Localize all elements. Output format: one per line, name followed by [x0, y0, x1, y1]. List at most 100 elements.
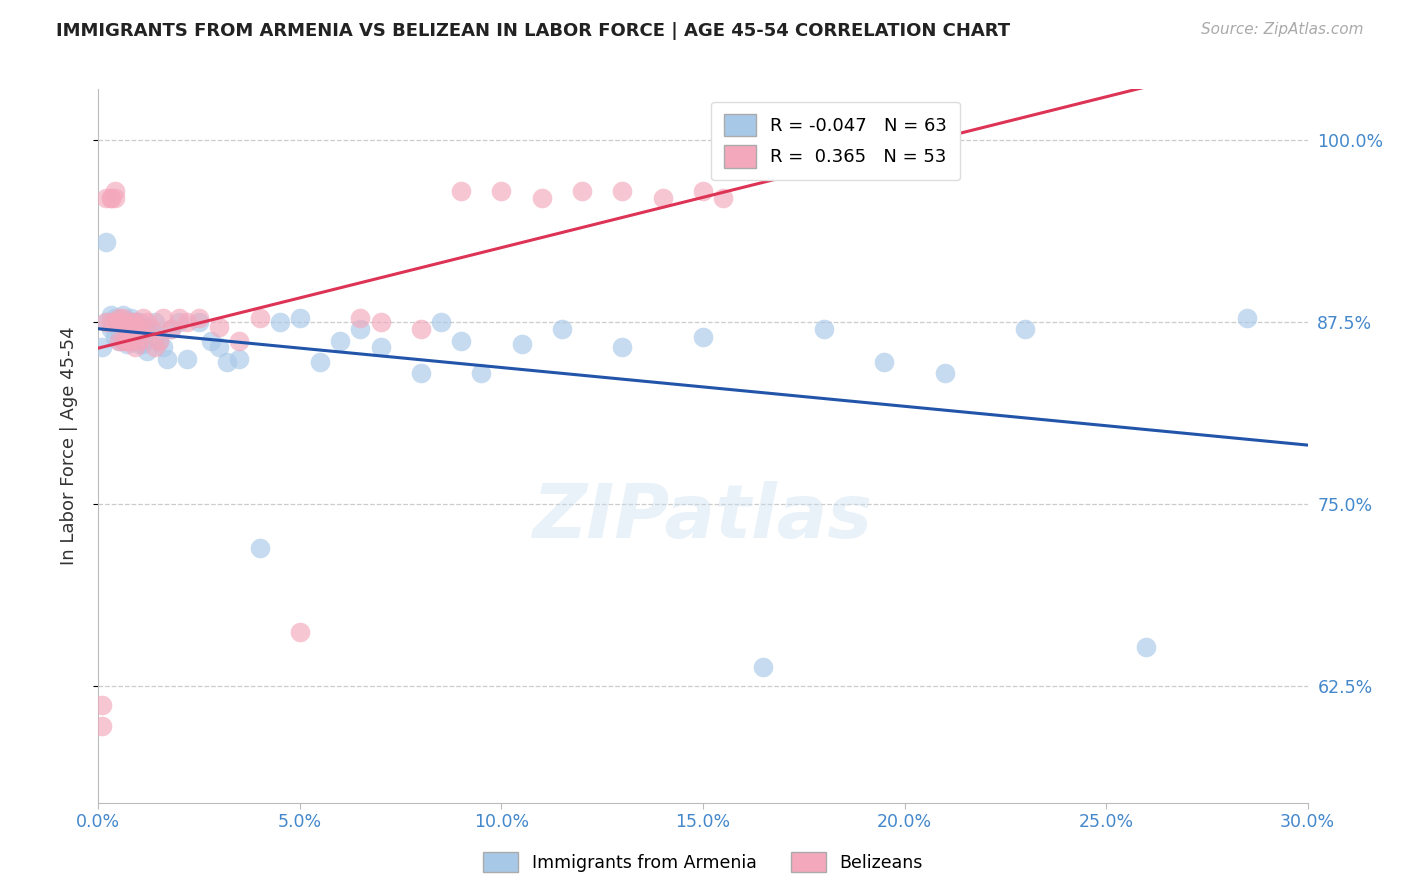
Point	[167, 315, 190, 329]
Point	[510, 337, 533, 351]
Point	[873, 354, 896, 368]
Point	[288, 625, 311, 640]
Point	[450, 334, 472, 348]
Point	[148, 334, 170, 348]
Point	[107, 334, 129, 348]
Point	[128, 322, 150, 336]
Point	[249, 310, 271, 325]
Point	[651, 191, 673, 205]
Point	[107, 315, 129, 329]
Point	[370, 340, 392, 354]
Point	[96, 315, 118, 329]
Point	[409, 322, 432, 336]
Point	[135, 319, 157, 334]
Point	[139, 322, 162, 336]
Point	[124, 340, 146, 354]
Point	[530, 191, 553, 205]
Point	[128, 337, 150, 351]
Point	[128, 315, 150, 329]
Point	[450, 184, 472, 198]
Y-axis label: In Labor Force | Age 45-54: In Labor Force | Age 45-54	[59, 326, 77, 566]
Point	[128, 334, 150, 348]
Point	[188, 310, 211, 325]
Point	[124, 315, 146, 329]
Point	[115, 319, 138, 334]
Point	[217, 354, 239, 368]
Point	[470, 366, 492, 380]
Point	[107, 322, 129, 336]
Point	[120, 310, 142, 325]
Point	[135, 344, 157, 359]
Point	[124, 319, 146, 334]
Point	[132, 337, 155, 351]
Point	[111, 315, 134, 329]
Point	[115, 322, 138, 336]
Point	[160, 322, 183, 336]
Point	[309, 354, 332, 368]
Point	[120, 334, 142, 348]
Point	[132, 310, 155, 325]
Point	[91, 698, 114, 713]
Point	[176, 315, 198, 329]
Point	[115, 337, 138, 351]
Point	[103, 191, 125, 205]
Point	[612, 340, 634, 354]
Point	[132, 330, 155, 344]
Point	[143, 315, 166, 329]
Point	[120, 322, 142, 336]
Point	[491, 184, 513, 198]
Point	[430, 315, 453, 329]
Point	[111, 308, 134, 322]
Point	[111, 334, 134, 348]
Text: Source: ZipAtlas.com: Source: ZipAtlas.com	[1201, 22, 1364, 37]
Point	[120, 315, 142, 329]
Point	[349, 322, 371, 336]
Text: ZIPatlas: ZIPatlas	[533, 481, 873, 554]
Point	[409, 366, 432, 380]
Point	[107, 334, 129, 348]
Point	[551, 322, 574, 336]
Point	[152, 340, 174, 354]
Point	[100, 308, 122, 322]
Point	[124, 315, 146, 329]
Point	[152, 310, 174, 325]
Point	[934, 366, 956, 380]
Point	[103, 330, 125, 344]
Point	[370, 315, 392, 329]
Point	[100, 322, 122, 336]
Point	[1236, 310, 1258, 325]
Point	[813, 322, 835, 336]
Point	[160, 322, 183, 336]
Point	[188, 315, 211, 329]
Point	[111, 333, 134, 347]
Point	[208, 319, 231, 334]
Point	[128, 330, 150, 344]
Point	[200, 334, 222, 348]
Point	[115, 334, 138, 348]
Point	[711, 191, 734, 205]
Point	[156, 351, 179, 366]
Point	[139, 322, 162, 336]
Point	[96, 315, 118, 329]
Point	[103, 315, 125, 329]
Point	[143, 340, 166, 354]
Point	[91, 718, 114, 732]
Text: IMMIGRANTS FROM ARMENIA VS BELIZEAN IN LABOR FORCE | AGE 45-54 CORRELATION CHART: IMMIGRANTS FROM ARMENIA VS BELIZEAN IN L…	[56, 22, 1011, 40]
Point	[228, 351, 250, 366]
Point	[103, 310, 125, 325]
Point	[120, 334, 142, 348]
Point	[349, 310, 371, 325]
Legend: R = -0.047   N = 63, R =  0.365   N = 53: R = -0.047 N = 63, R = 0.365 N = 53	[711, 102, 960, 180]
Point	[752, 660, 775, 674]
Point	[103, 184, 125, 198]
Point	[148, 334, 170, 348]
Point	[208, 340, 231, 354]
Legend: Immigrants from Armenia, Belizeans: Immigrants from Armenia, Belizeans	[477, 845, 929, 879]
Point	[96, 191, 118, 205]
Point	[91, 340, 114, 354]
Point	[120, 315, 142, 329]
Point	[571, 184, 593, 198]
Point	[1014, 322, 1036, 336]
Point	[100, 315, 122, 329]
Point	[96, 235, 118, 249]
